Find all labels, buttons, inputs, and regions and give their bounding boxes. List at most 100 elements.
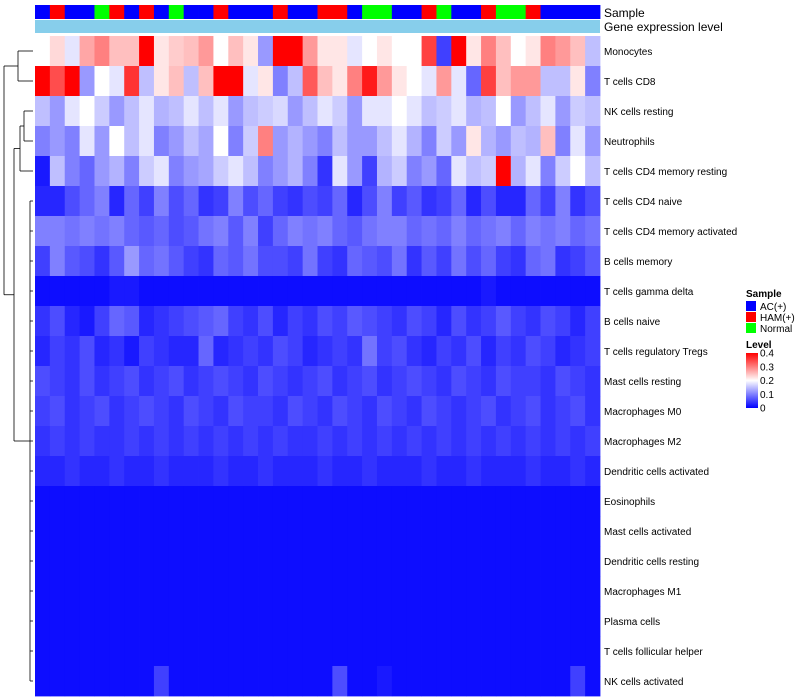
heatmap-cell <box>376 336 393 367</box>
heatmap-cell <box>198 426 214 457</box>
heatmap-cell <box>153 36 170 67</box>
heatmap-cell <box>332 246 348 277</box>
heatmap-cell <box>406 456 422 487</box>
heatmap-cell <box>153 366 170 397</box>
heatmap-cell <box>302 426 318 457</box>
heatmap-cell <box>451 486 467 517</box>
heatmap-cell <box>347 156 363 187</box>
heatmap-cell <box>94 576 110 607</box>
heatmap-cell <box>287 306 304 337</box>
heatmap-cell <box>376 156 393 187</box>
heatmap-cell <box>124 336 140 367</box>
sample-annotation-cell <box>35 5 51 19</box>
heatmap-cell <box>168 156 185 187</box>
heatmap-cell <box>347 216 363 247</box>
heatmap-cell <box>168 666 185 697</box>
heatmap-cell <box>243 186 259 217</box>
heatmap-cell <box>64 66 81 97</box>
heatmap-cell <box>198 306 214 337</box>
heatmap-cell <box>525 216 541 247</box>
heatmap-cell <box>79 66 95 97</box>
heatmap-cell <box>139 126 155 157</box>
row-label: Dendritic cells resting <box>604 557 699 568</box>
heatmap-cell <box>362 126 378 157</box>
heatmap-cell <box>347 366 363 397</box>
heatmap-cell <box>391 516 408 547</box>
heatmap-cell <box>332 546 348 577</box>
heatmap-cell <box>347 246 363 277</box>
heatmap-cell <box>272 36 289 67</box>
heatmap-cell <box>495 336 512 367</box>
heatmap-cell <box>124 186 140 217</box>
heatmap-cell <box>183 426 199 457</box>
heatmap-cell <box>64 516 81 547</box>
heatmap-cell <box>376 396 393 427</box>
heatmap-cell <box>481 456 497 487</box>
heatmap-cell <box>466 306 482 337</box>
heatmap-cell <box>510 276 527 307</box>
heatmap-cell <box>228 636 244 667</box>
heatmap-cell <box>168 66 185 97</box>
heatmap-cell <box>272 546 289 577</box>
heatmap-cell <box>243 366 259 397</box>
heatmap-cell <box>481 66 497 97</box>
heatmap-cell <box>391 126 408 157</box>
heatmap-cell <box>525 336 541 367</box>
heatmap-cell <box>49 606 66 637</box>
row-label: Macrophages M1 <box>604 587 682 598</box>
heatmap-cell <box>79 336 95 367</box>
heatmap-cell <box>183 366 199 397</box>
heatmap-cell <box>213 516 229 547</box>
heatmap-cell <box>153 546 170 577</box>
heatmap-cell <box>391 486 408 517</box>
heatmap-cell <box>213 276 229 307</box>
heatmap-cell <box>332 636 348 667</box>
heatmap-cell <box>302 606 318 637</box>
heatmap-cell <box>302 126 318 157</box>
heatmap-cell <box>198 516 214 547</box>
heatmap-cell <box>317 336 333 367</box>
heatmap-cell <box>332 186 348 217</box>
row-label: Eosinophils <box>604 497 655 508</box>
heatmap-cell <box>109 66 125 97</box>
heatmap-cell <box>466 186 482 217</box>
heatmap-cell <box>302 96 318 127</box>
heatmap-cell <box>510 36 527 67</box>
heatmap-cell <box>124 666 140 697</box>
sample-annotation-cell <box>228 5 244 19</box>
heatmap-cell <box>302 366 318 397</box>
sample-annotation-cell <box>94 5 110 19</box>
heatmap-cell <box>94 456 110 487</box>
heatmap-cell <box>347 396 363 427</box>
heatmap-cell <box>35 366 51 397</box>
heatmap-cell <box>302 276 318 307</box>
heatmap-cell <box>213 36 229 67</box>
heatmap-cell <box>466 576 482 607</box>
heatmap-cell <box>153 276 170 307</box>
heatmap-cell <box>94 486 110 517</box>
heatmap-cell <box>109 636 125 667</box>
heatmap-cell <box>64 486 81 517</box>
heatmap-cell <box>124 636 140 667</box>
heatmap-cell <box>79 606 95 637</box>
heatmap-cell <box>436 366 452 397</box>
sample-annotation-cell <box>525 5 541 19</box>
heatmap-cell <box>287 186 304 217</box>
heatmap-cell <box>198 66 214 97</box>
heatmap-cell <box>228 126 244 157</box>
heatmap-cell <box>391 456 408 487</box>
heatmap-cell <box>362 36 378 67</box>
heatmap-cell <box>153 636 170 667</box>
heatmap-cell <box>183 606 199 637</box>
heatmap-cell <box>362 276 378 307</box>
heatmap-cell <box>317 156 333 187</box>
heatmap-cell <box>391 66 408 97</box>
heatmap-cell <box>406 36 422 67</box>
heatmap-cell <box>555 516 571 547</box>
heatmap-cell <box>198 666 214 697</box>
heatmap-cell <box>347 516 363 547</box>
heatmap-cell <box>243 606 259 637</box>
heatmap-cell <box>362 96 378 127</box>
heatmap-cell <box>94 636 110 667</box>
heatmap-cell <box>49 396 66 427</box>
